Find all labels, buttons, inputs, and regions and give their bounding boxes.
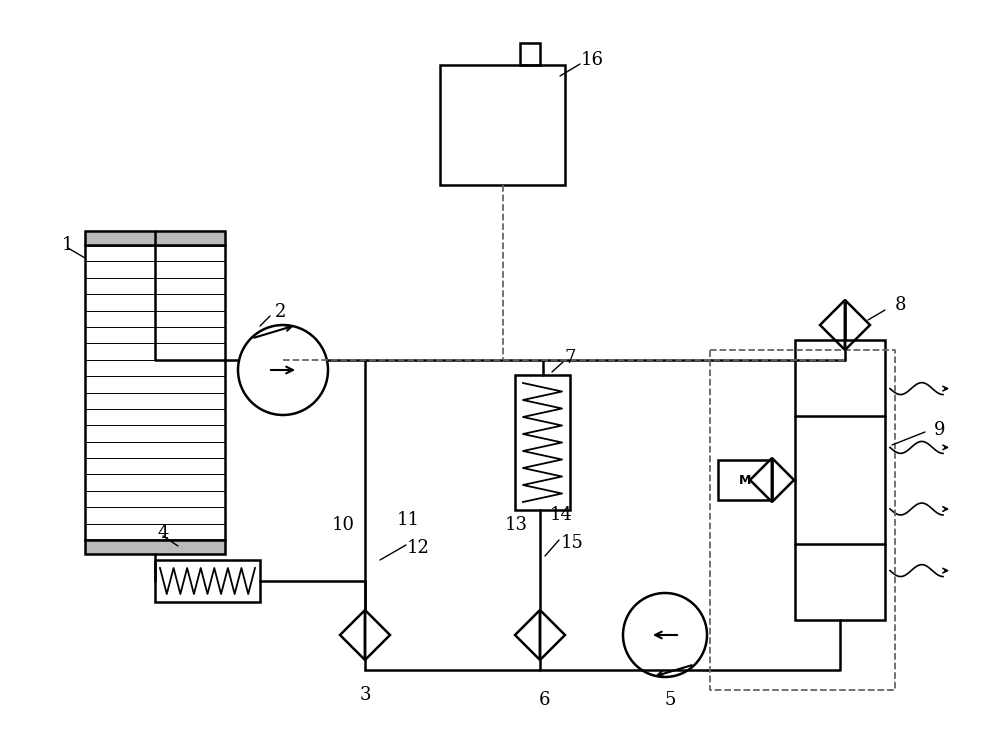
Text: 2: 2 xyxy=(274,303,286,321)
Bar xyxy=(85,540,225,554)
Text: 15: 15 xyxy=(561,534,583,552)
Text: 5: 5 xyxy=(664,691,676,709)
Text: 14: 14 xyxy=(550,506,572,524)
Text: 3: 3 xyxy=(359,686,371,704)
Bar xyxy=(85,231,225,245)
Bar xyxy=(155,560,260,602)
Text: 7: 7 xyxy=(564,349,576,367)
Bar xyxy=(520,43,540,65)
Text: 16: 16 xyxy=(580,51,604,69)
Text: 9: 9 xyxy=(934,421,946,439)
Text: 10: 10 xyxy=(332,516,354,534)
Bar xyxy=(440,65,565,185)
Text: 11: 11 xyxy=(396,511,420,529)
Text: 12: 12 xyxy=(407,539,429,557)
Bar xyxy=(85,245,225,540)
Text: 4: 4 xyxy=(157,524,169,542)
Text: 1: 1 xyxy=(62,236,74,254)
Bar xyxy=(718,460,772,500)
Bar xyxy=(515,375,570,510)
Text: 6: 6 xyxy=(539,691,551,709)
Bar xyxy=(795,340,885,620)
Text: 13: 13 xyxy=(505,516,528,534)
Text: M: M xyxy=(739,473,751,487)
Text: 8: 8 xyxy=(894,296,906,314)
